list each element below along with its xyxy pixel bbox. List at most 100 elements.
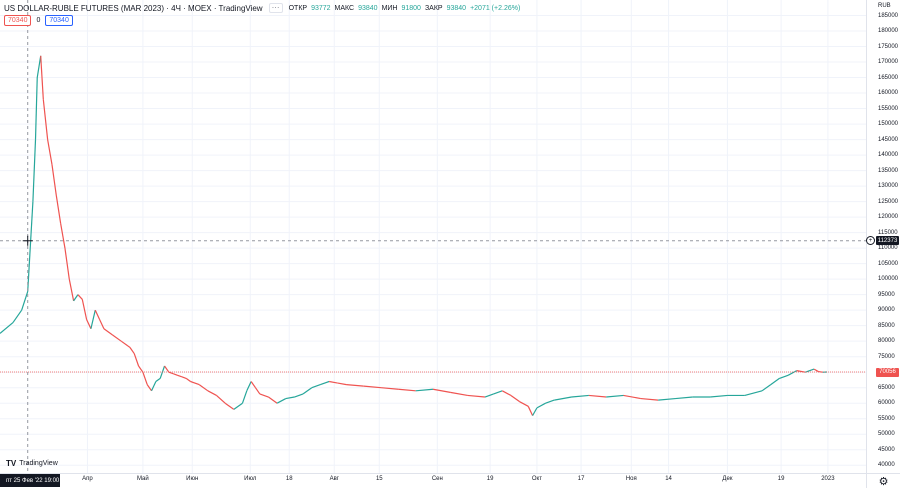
time-tick-label: Дек [722, 476, 733, 482]
crosshair-date-label: пт 25 Фев '22 19:00 [0, 474, 60, 487]
low-value: 91800 [401, 4, 421, 12]
price-segment [285, 396, 295, 400]
price-segment [254, 387, 261, 395]
high-value: 93840 [358, 4, 378, 12]
price-tick-label: 80000 [878, 338, 895, 345]
price-segment [744, 390, 763, 397]
price-segment [380, 387, 399, 390]
price-tick-label: 115000 [878, 229, 898, 236]
price-segment [536, 402, 546, 409]
price-segment [233, 402, 243, 410]
price-segment [779, 374, 789, 379]
price-segment [151, 381, 157, 392]
price-segment [198, 384, 209, 392]
time-tick-label: Апр [82, 476, 93, 482]
price-segment [133, 353, 140, 367]
time-tick-label: Сен [431, 476, 443, 482]
time-axis[interactable] [0, 473, 866, 488]
price-segment [55, 195, 62, 224]
price-segment [450, 391, 468, 397]
open-value: 93772 [311, 4, 331, 12]
price-tick-label: 45000 [878, 446, 895, 453]
price-segment [168, 371, 174, 375]
chart-plot-area[interactable] [0, 0, 866, 473]
price-segment [90, 310, 96, 329]
price-segment [398, 388, 416, 392]
price-segment [12, 309, 23, 323]
price-segment [467, 394, 486, 398]
dots-icon[interactable]: ··· [268, 3, 283, 13]
price-tick-label: 65000 [878, 384, 895, 391]
price-segment [47, 139, 53, 165]
chart-legend: US DOLLAR-RUBLE FUTURES (MAR 2023) · 4Ч … [4, 3, 520, 13]
price-segment [761, 384, 772, 392]
price-tick-label: 95000 [878, 291, 895, 298]
price-segment [623, 394, 641, 400]
price-segment [363, 385, 382, 389]
price-segment [81, 299, 88, 320]
price-tick-label: 120000 [878, 214, 899, 221]
price-segment [32, 139, 37, 202]
price-segment [588, 394, 607, 398]
price-segment [787, 370, 798, 376]
crosshair-add-icon[interactable]: + [866, 236, 875, 246]
price-segment [73, 294, 79, 302]
price-segment [532, 407, 538, 416]
price-tick-label: 40000 [878, 462, 895, 469]
buy-price-button[interactable]: 70340 [45, 15, 73, 26]
gear-icon[interactable]: ⚙ [866, 473, 900, 488]
price-segment [554, 396, 572, 401]
price-segment [216, 395, 226, 404]
time-tick-label: 19 [486, 476, 494, 482]
price-segment [99, 319, 105, 330]
price-segment [328, 380, 338, 384]
price-segment [268, 396, 278, 404]
price-segment [675, 396, 693, 400]
price-segment [94, 309, 101, 320]
price-tick-label: 110000 [878, 245, 898, 252]
change-value: +2071 (+2.26%) [470, 4, 521, 12]
price-tick-label: 105000 [878, 260, 899, 267]
tradingview-logo[interactable]: TV TradingView [6, 459, 58, 468]
price-tick-label: 170000 [878, 59, 899, 66]
order-price-boxes: 70340 0 70340 [4, 15, 73, 26]
price-tick-label: 90000 [878, 307, 895, 314]
last-price-label: 70056 [876, 367, 899, 377]
time-tick-label: 17 [577, 476, 585, 482]
price-segment [640, 397, 659, 401]
price-segment [142, 371, 148, 385]
price-segment [64, 248, 70, 280]
price-tick-label: 150000 [878, 121, 899, 128]
price-segment [129, 347, 135, 354]
price-segment [250, 381, 256, 389]
price-tick-label: 185000 [878, 12, 899, 19]
price-segment [415, 388, 434, 392]
price-segment [34, 77, 38, 140]
currency-label[interactable]: RUB [878, 3, 891, 9]
symbol-title[interactable]: US DOLLAR-RUBLE FUTURES (MAR 2023) · 4Ч … [4, 3, 263, 13]
price-segment [710, 394, 728, 398]
price-segment [294, 393, 304, 398]
price-tick-label: 135000 [878, 167, 899, 174]
price-tick-label: 55000 [878, 415, 895, 422]
price-segment [320, 380, 330, 386]
price-segment [190, 380, 200, 386]
price-segment [60, 223, 66, 249]
price-segment [42, 99, 49, 140]
price-segment [0, 322, 14, 334]
price-segment [510, 394, 520, 403]
price-chart[interactable] [0, 0, 866, 473]
close-label: ЗАКР [424, 4, 443, 12]
price-tick-label: 60000 [878, 400, 895, 407]
price-tick-label: 125000 [878, 198, 899, 205]
price-tick-label: 130000 [878, 183, 899, 190]
price-segment [164, 365, 170, 373]
price-segment [146, 384, 153, 392]
ohlc-values: ОТКР 93772 МАКС 93840 МИН 91800 ЗАКР 93840 +… [289, 5, 521, 12]
open-label: ОТКР [288, 4, 308, 12]
price-segment [311, 384, 321, 389]
price-segment [185, 377, 191, 382]
tradingview-logo-text: TradingView [19, 460, 58, 467]
price-segment [155, 377, 161, 382]
sell-price-button[interactable]: 70340 [4, 15, 32, 26]
